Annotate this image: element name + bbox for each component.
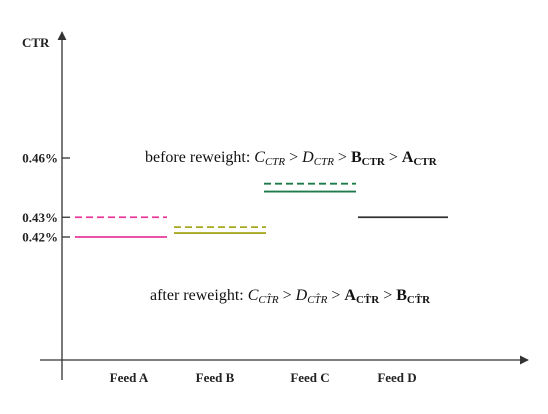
x-tick-label: Feed C (290, 370, 329, 385)
y-ticks: 0.42% 0.43% 0.46% (22, 151, 70, 245)
x-ticks: Feed A Feed B Feed C Feed D (110, 370, 417, 385)
after-reweight-annotation: after reweight: CCT̂R > DCT̂R > ACT̂R > … (150, 287, 431, 306)
y-tick-label: 0.43% (22, 210, 58, 225)
ctr-marks (75, 182, 448, 238)
y-tick-label: 0.46% (22, 151, 58, 166)
before-reweight-annotation: before reweight: CCTR > DCTR > BCTR > AC… (145, 149, 438, 168)
x-tick-label: Feed A (110, 370, 149, 385)
y-axis-title: CTR (22, 35, 50, 50)
x-tick-label: Feed B (196, 370, 235, 385)
x-tick-label: Feed D (377, 370, 416, 385)
y-tick-label: 0.42% (22, 230, 58, 245)
